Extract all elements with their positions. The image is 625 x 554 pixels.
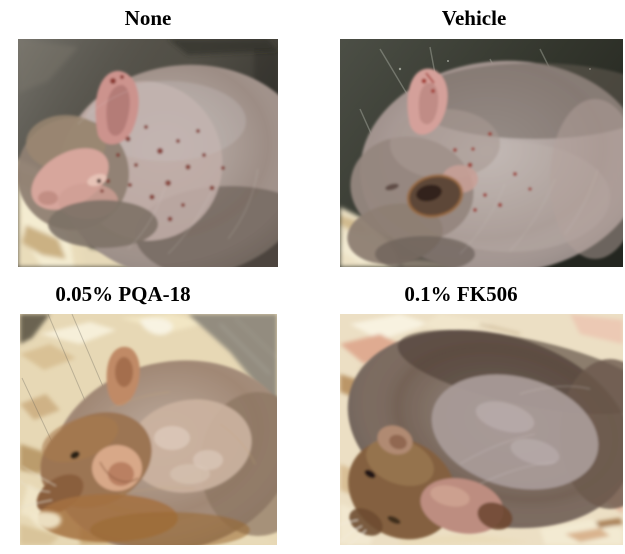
mouse-eye <box>87 173 107 187</box>
cage-corner <box>20 314 277 410</box>
whiskers <box>20 465 57 509</box>
whiskers <box>340 519 367 545</box>
mouse-eye <box>385 183 399 191</box>
fur-highlights <box>459 168 599 255</box>
mouse-ear-drooped <box>92 445 142 491</box>
mouse-photo-vehicle <box>340 39 623 267</box>
mouse-ear <box>420 478 513 534</box>
panel-title-vehicle: Vehicle <box>441 6 507 30</box>
shaving-curl <box>30 511 62 529</box>
skin-lesions <box>453 132 532 212</box>
mouse-photo-fk506 <box>340 314 623 545</box>
mouse <box>347 60 623 267</box>
mouse-eye <box>364 469 376 479</box>
fur-highlights <box>77 90 259 255</box>
mouse-nose <box>38 191 58 205</box>
mouse-ear-drooped <box>406 174 464 218</box>
mouse <box>20 346 277 545</box>
mouse-eye <box>70 451 80 459</box>
fur-highlights <box>459 385 591 485</box>
fur-highlights <box>109 391 256 495</box>
panel-title-none: None <box>124 6 172 30</box>
panel-title-pqa18: 0.05% PQA-18 <box>55 282 191 306</box>
mouse <box>18 64 278 267</box>
mouse <box>340 329 623 545</box>
regrown-skin-patch <box>128 399 252 493</box>
panel-title-fk506: 0.1% FK506 <box>404 282 518 306</box>
mouse-photo-none <box>18 39 278 267</box>
mouse-photo-pqa18 <box>20 314 277 545</box>
